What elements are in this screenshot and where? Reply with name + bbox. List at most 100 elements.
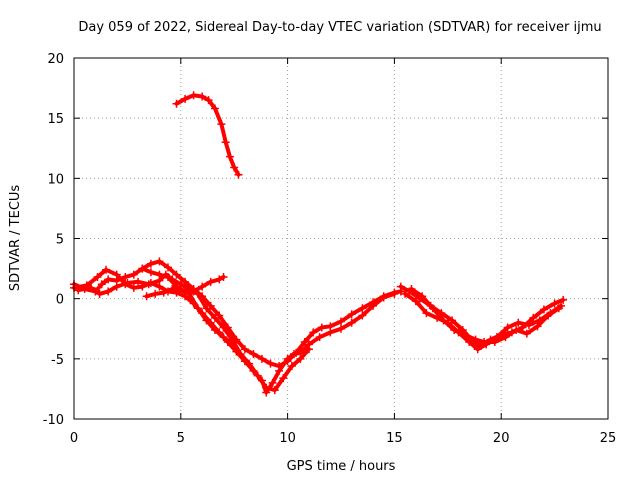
data-point-marker [134,277,143,286]
data-point-marker [172,99,181,108]
data-point-marker [283,354,292,363]
data-point-marker [428,304,437,313]
data-point-marker [529,313,538,322]
data-point-marker [112,282,121,291]
data-point-marker [337,317,345,326]
data-point-marker [204,96,213,105]
series-arc-4 [74,270,313,395]
data-point-marker [249,350,258,359]
y-axis-label: SDTVAR / TECUs [8,185,23,292]
data-point-marker [206,301,215,310]
x-tick-label: 5 [177,431,185,446]
series-layer [70,91,568,397]
y-tick-label: 20 [47,52,64,67]
data-point-marker [210,104,219,113]
data-point-marker [202,304,211,313]
data-point-marker [524,321,533,330]
data-point-marker [138,264,147,273]
data-point-marker [168,285,177,294]
data-point-marker [422,309,431,318]
data-point-marker [514,318,523,327]
data-point-marker [465,337,474,346]
data-point-marker [533,322,542,331]
data-point-marker [304,345,313,354]
data-point-marker [471,335,480,344]
data-point-marker [460,330,469,339]
data-point-marker [550,299,559,308]
data-point-marker [290,350,299,359]
data-point-marker [172,270,181,279]
data-point-marker [300,337,309,346]
data-point-marker [287,362,296,371]
data-point-marker [554,304,563,313]
data-point-marker [221,138,230,147]
data-point-marker [146,259,155,268]
data-point-marker [309,328,318,337]
data-point-marker [317,323,326,332]
data-point-marker [544,311,553,320]
data-point-marker [146,268,155,277]
data-point-marker [123,279,132,288]
data-point-marker [236,350,245,359]
series-trace [398,284,566,348]
data-point-marker [396,282,405,291]
data-point-marker [142,292,151,301]
data-point-marker [228,340,237,349]
data-point-marker [450,325,459,334]
data-point-marker [512,325,521,334]
data-point-marker [189,91,198,100]
data-point-marker [257,354,266,363]
data-point-marker [275,366,284,375]
data-point-marker [219,333,228,342]
data-point-marker [501,333,510,342]
y-tick-label: 5 [56,233,64,248]
data-point-marker [95,289,104,298]
data-point-marker [104,287,113,296]
data-point-marker [129,270,138,279]
data-point-marker [379,293,388,302]
data-point-marker [217,120,226,129]
x-tick-label: 20 [493,431,510,446]
data-point-marker [159,288,168,297]
data-point-marker [104,275,113,284]
data-point-marker [448,316,457,325]
series-trace [403,291,563,352]
data-point-marker [206,277,215,286]
data-point-marker [97,280,106,289]
x-tick-label: 10 [279,431,296,446]
data-point-marker [176,286,185,295]
data-point-marker [539,305,548,314]
series-arc-1 [172,91,243,179]
x-axis-label: GPS time / hours [287,459,396,474]
data-point-marker [155,257,164,266]
y-tick-label: 10 [47,172,64,187]
data-point-marker [411,297,420,306]
series-arc-6 [142,285,237,349]
tick-layer: 0 5 10 15 20 25 -10 -5 0 5 10 15 20 [43,52,617,446]
data-point-marker [121,273,130,282]
data-point-marker [210,325,219,334]
data-point-marker [358,311,367,320]
data-point-marker [439,316,448,325]
x-tick-label: 0 [70,431,78,446]
data-point-marker [326,328,335,337]
y-tick-label: -5 [51,353,64,368]
x-tick-label: 25 [600,431,617,446]
data-point-marker [266,359,275,368]
data-point-marker [198,92,207,101]
data-point-marker [253,371,262,380]
data-point-marker [480,337,489,346]
data-point-marker [181,94,190,103]
data-point-marker [347,318,356,327]
data-point-marker [93,273,102,282]
data-point-marker [210,313,219,322]
data-point-marker [189,287,198,296]
data-point-marker [401,289,410,298]
chart-title: Day 059 of 2022, Sidereal Day-to-day VTE… [78,20,601,35]
data-point-marker [358,304,367,313]
data-point-marker [559,295,568,304]
series-trace [72,267,397,395]
data-point-marker [234,170,243,179]
data-point-marker [473,345,482,354]
